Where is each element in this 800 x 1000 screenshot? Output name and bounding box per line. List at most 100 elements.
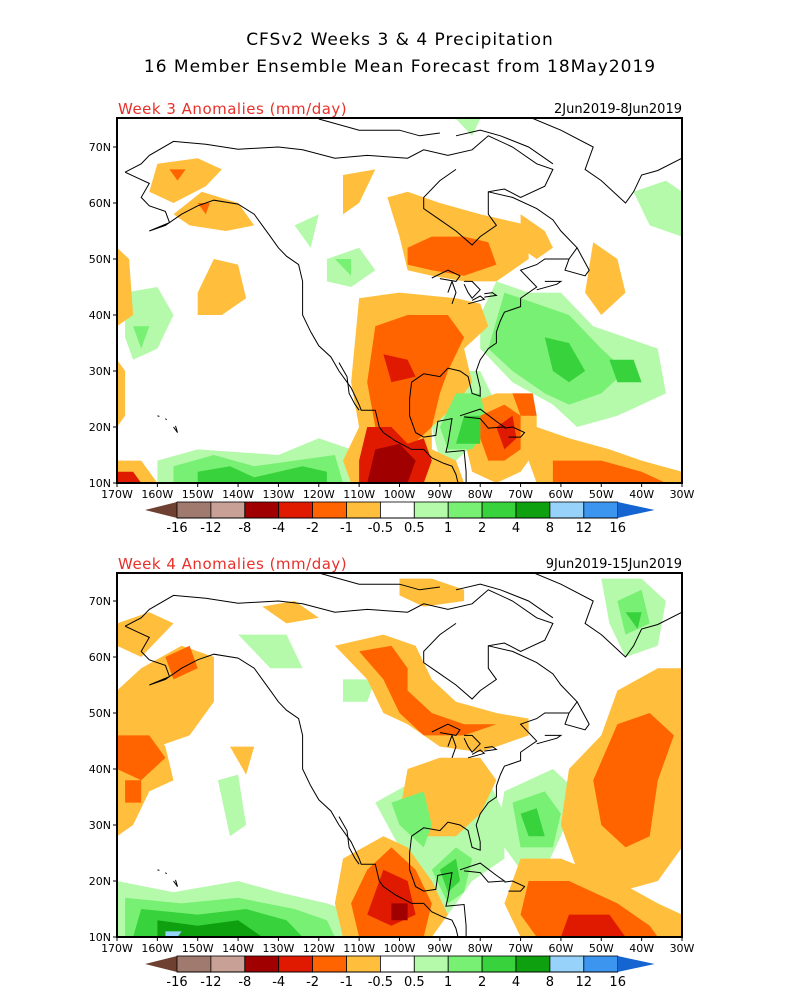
- colorbar-label: -4: [272, 521, 285, 536]
- y-tick-label: 70N: [89, 595, 111, 608]
- coastline: [564, 247, 590, 277]
- coastline: [530, 118, 682, 204]
- x-tick-label: 130W: [262, 942, 294, 955]
- anomaly-region: [520, 881, 658, 937]
- x-tick-label: 160W: [141, 488, 173, 501]
- colorbar-label: -16: [166, 975, 187, 990]
- colorbar-label: 0.5: [404, 521, 425, 536]
- x-tick-label: 80W: [468, 942, 493, 955]
- coastline: [447, 279, 457, 304]
- coastline: [455, 129, 554, 165]
- coastline: [124, 171, 459, 483]
- x-tick-label: 140W: [222, 942, 254, 955]
- coastline: [455, 583, 554, 619]
- colorbar-label: -0.5: [368, 975, 393, 990]
- anomaly-region: [367, 443, 416, 483]
- anomaly-region: [117, 359, 126, 427]
- anomaly-region: [197, 259, 247, 315]
- coastline: [124, 625, 459, 937]
- anomaly-region: [456, 415, 481, 444]
- colorbar-lower-arrow: [145, 502, 177, 518]
- colorbar-swatch: [413, 955, 449, 973]
- x-tick-label: 120W: [303, 488, 335, 501]
- colorbar-swatch: [549, 955, 585, 973]
- coastline: [338, 816, 360, 865]
- colorbar-label: -1: [340, 521, 353, 536]
- week3-colorbar: -16 -12 -8 -4 -2 -1 -0.5 0.5 1 2 4 8 12 16: [145, 501, 655, 536]
- y-tick-label: 60N: [89, 197, 111, 210]
- coastline: [484, 746, 498, 752]
- coastline: [165, 418, 167, 421]
- colorbar-upper-arrow: [617, 502, 655, 518]
- colorbar-swatch: [244, 501, 280, 519]
- coastline: [484, 292, 498, 298]
- coastline: [504, 880, 526, 892]
- colorbar-label: -2: [306, 521, 319, 536]
- x-tick-label: 150W: [182, 942, 214, 955]
- x-tick-label: 90W: [427, 942, 452, 955]
- x-tick-label: 30W: [670, 488, 695, 501]
- chart-subtitle: 16 Member Ensemble Mean Forecast from 18…: [143, 57, 657, 77]
- anomaly-region: [456, 119, 481, 136]
- colorbar-label: -2: [306, 975, 319, 990]
- colorbar-swatch: [210, 501, 246, 519]
- coastline: [318, 573, 440, 591]
- anomaly-region: [169, 169, 186, 181]
- anomaly-region: [125, 287, 174, 360]
- colorbar-label: -12: [200, 975, 221, 990]
- coastline: [536, 280, 563, 291]
- y-tick-label: 40N: [89, 763, 111, 776]
- colorbar-label: 0.5: [404, 975, 425, 990]
- colorbar-swatch: [278, 501, 314, 519]
- anomaly-region: [520, 214, 553, 259]
- x-tick-label: 120W: [303, 942, 335, 955]
- week4-map: 170W 160W 150W 140W 130W 120W 110W 100W 90W 80W 70…: [89, 572, 695, 955]
- y-tick-label: 30N: [89, 365, 111, 378]
- x-tick-label: 110W: [343, 488, 375, 501]
- x-tick-label: 140W: [222, 488, 254, 501]
- x-tick-label: 40W: [629, 942, 654, 955]
- anomaly-region: [197, 466, 327, 483]
- colorbar-label: -8: [238, 975, 251, 990]
- coastline: [124, 589, 554, 700]
- y-tick-label: 20N: [89, 421, 111, 434]
- x-tick-label: 70W: [508, 488, 533, 501]
- x-tick-label: 60W: [548, 488, 573, 501]
- colorbar-swatch: [515, 955, 551, 973]
- y-tick-label: 10N: [89, 931, 111, 944]
- week3-panel-title: Week 3 Anomalies (mm/day): [118, 100, 348, 118]
- coastline: [504, 426, 526, 438]
- colorbar-swatch: [447, 955, 483, 973]
- coastline: [338, 362, 360, 411]
- coastline: [459, 408, 506, 429]
- colorbar-swatch: [515, 501, 551, 519]
- x-tick-label: 100W: [384, 488, 416, 501]
- colorbar-swatch: [413, 501, 449, 519]
- week4-panel-title: Week 4 Anomalies (mm/day): [118, 555, 348, 573]
- y-tick-label: 10N: [89, 477, 111, 490]
- colorbar-label: -16: [166, 521, 187, 536]
- anomaly-region: [157, 920, 263, 937]
- coastline: [459, 862, 506, 883]
- colorbar-label: -8: [238, 521, 251, 536]
- anomaly-region: [399, 578, 465, 607]
- x-tick-label: 90W: [427, 488, 452, 501]
- coastline: [467, 749, 486, 759]
- anomaly-region: [593, 713, 674, 848]
- colorbar-swatch: [210, 955, 246, 973]
- anomaly-region: [165, 645, 198, 680]
- anomaly-region: [496, 415, 517, 450]
- anomaly-region: [367, 315, 465, 450]
- chart-title: CFSv2 Weeks 3 & 4 Precipitation: [246, 30, 554, 50]
- colorbar-label: 1: [444, 975, 452, 990]
- x-tick-label: 170W: [101, 942, 133, 955]
- x-tick-label: 100W: [384, 942, 416, 955]
- anomaly-region: [197, 203, 210, 215]
- coastline: [532, 573, 682, 658]
- x-tick-label: 70W: [508, 942, 533, 955]
- colorbar-label: 16: [609, 521, 626, 536]
- colorbar-swatch: [244, 955, 280, 973]
- coastline: [157, 869, 160, 871]
- anomaly-region: [520, 808, 545, 837]
